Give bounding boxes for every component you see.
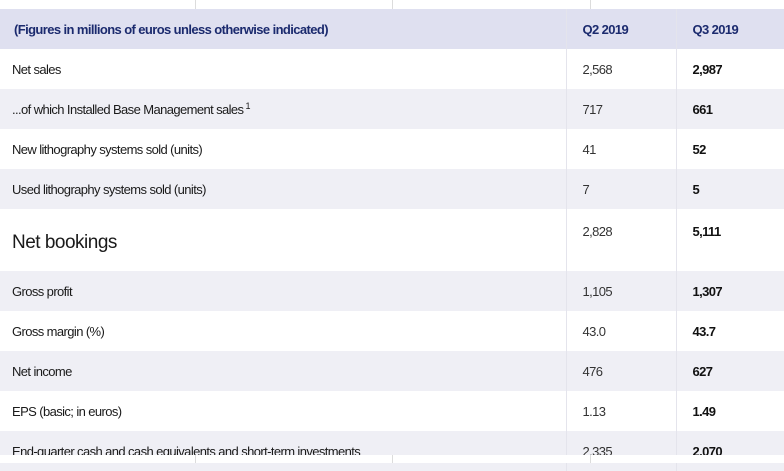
row-label-text: ...of which Installed Base Management sa…: [12, 102, 244, 117]
row-q2-value: 43.0: [565, 311, 676, 351]
row-label: Net sales: [12, 61, 61, 77]
row-label: Used lithography systems sold (units): [0, 169, 566, 209]
row-label: Net income: [0, 351, 566, 391]
table-row-gross-profit: Gross profit 1,105 1,307: [0, 271, 784, 311]
table-row-new-systems: New lithography systems sold (units) 41 …: [0, 129, 784, 169]
row-q3-value: 1,307: [675, 271, 784, 311]
header-label: (Figures in millions of euros unless oth…: [0, 9, 566, 49]
header-q2-2019: Q2 2019: [565, 9, 676, 49]
row-q2-value: 1,105: [565, 271, 676, 311]
row-q2-value: 7: [565, 169, 676, 209]
table-row-gross-margin: Gross margin (%) 43.0 43.7: [0, 311, 784, 351]
row-q2-value: 717: [565, 89, 676, 129]
row-q3-value: 52: [675, 129, 784, 169]
row-label: EPS (basic; in euros): [12, 403, 122, 419]
table-row-net-sales: Net sales 2,568 2,987: [0, 49, 784, 89]
row-label: ...of which Installed Base Management sa…: [0, 89, 566, 129]
row-label: Gross profit: [0, 271, 566, 311]
row-q3-value: 2,987: [675, 49, 784, 89]
row-label: Net bookings: [12, 232, 117, 253]
row-q2-value: 2,828: [565, 209, 676, 271]
row-q3-value: 661: [675, 89, 784, 129]
bottom-strip: [0, 455, 784, 463]
column-tick: [195, 455, 196, 463]
column-tick: [392, 0, 393, 9]
row-q3-value: 2,070: [675, 431, 784, 471]
table-row-net-bookings: Net bookings 2,828 5,111: [0, 209, 784, 271]
row-q2-value: 41: [565, 129, 676, 169]
top-strip: [0, 0, 784, 9]
table-row-ibm-sales: ...of which Installed Base Management sa…: [0, 89, 784, 129]
column-tick: [590, 0, 591, 9]
row-q3-value: 1.49: [675, 391, 784, 431]
row-q3-value: 43.7: [675, 311, 784, 351]
table-row-eps: EPS (basic; in euros) 1.13 1.49: [0, 391, 784, 431]
header-q3-2019: Q3 2019: [675, 9, 784, 49]
table-row-used-systems: Used lithography systems sold (units) 7 …: [0, 169, 784, 209]
table-header-row: (Figures in millions of euros unless oth…: [0, 9, 784, 49]
row-label: End-quarter cash and cash equivalents an…: [0, 431, 566, 471]
row-q3-value: 5: [675, 169, 784, 209]
row-label: Gross margin (%): [12, 323, 105, 339]
row-q2-value: 476: [565, 351, 676, 391]
row-q2-value: 1.13: [565, 391, 676, 431]
row-q2-value: 2,568: [565, 49, 676, 89]
row-q3-value: 5,111: [675, 209, 784, 271]
row-q2-value: 2,335: [565, 431, 676, 471]
column-tick: [392, 455, 393, 463]
financial-summary-table: (Figures in millions of euros unless oth…: [0, 9, 784, 471]
row-q3-value: 627: [675, 351, 784, 391]
column-tick: [590, 455, 591, 463]
table-row-cash: End-quarter cash and cash equivalents an…: [0, 431, 784, 471]
column-tick: [195, 0, 196, 9]
footnote-marker: 1: [245, 101, 250, 111]
row-label: New lithography systems sold (units): [12, 141, 203, 157]
table-row-net-income: Net income 476 627: [0, 351, 784, 391]
